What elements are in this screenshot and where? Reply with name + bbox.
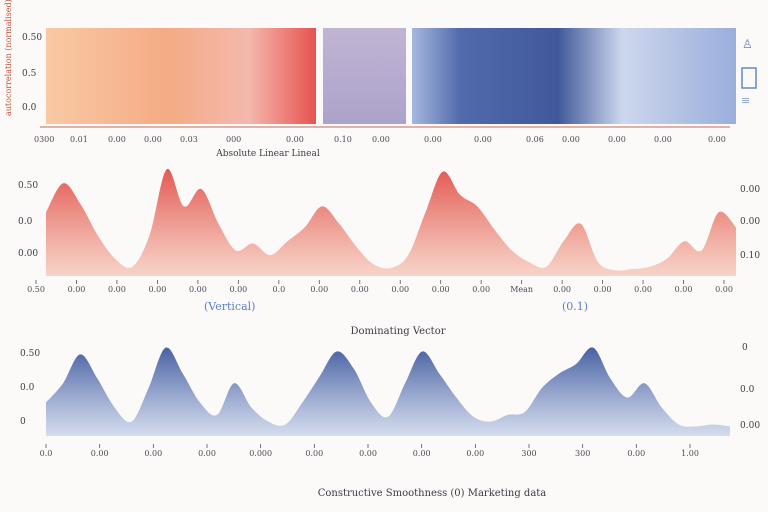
red-x-tick-label: 0.00 — [553, 285, 571, 294]
blue-x-tick-label: 0.000 — [249, 449, 272, 458]
bottom-chart-title: Constructive Smoothness (0) Marketing da… — [318, 488, 547, 499]
blue-x-tick-label: 0.00 — [627, 449, 645, 458]
top-y-tick-3: 0.0 — [22, 103, 37, 113]
red-annotation-2: (0.1) — [562, 300, 588, 313]
red-x-tick-label: 0.00 — [351, 285, 369, 294]
top-x-label: Absolute Linear Lineal — [215, 149, 320, 159]
blue-y-tick-r1: 0 — [742, 343, 748, 353]
top-x-tick-l1: 0.01 — [70, 135, 88, 144]
top-x-tick-l6: 0.00 — [286, 135, 304, 144]
top-x-tick-m0: 0.10 — [334, 135, 352, 144]
red-x-tick-label: 0.00 — [310, 285, 328, 294]
top-x-tick-l3: 0.00 — [144, 135, 162, 144]
blue-area-series — [46, 347, 730, 436]
top-x-tick-l5: 000 — [226, 135, 241, 144]
red-x-tick-label: 0.50 — [27, 285, 45, 294]
top-y-tick-1: 0.50 — [22, 33, 42, 43]
red-x-tick-label: 0.00 — [472, 285, 490, 294]
top-x-tick-r5: 0.00 — [708, 135, 726, 144]
red-x-tick-label: 0.00 — [108, 285, 126, 294]
box-icon — [741, 67, 757, 89]
heat-strip-mauve — [323, 28, 406, 124]
red-y-tick-1: 0.50 — [18, 181, 38, 191]
blue-x-tick-label: 0.00 — [198, 449, 216, 458]
top-x-tick-m1: 0.00 — [372, 135, 390, 144]
legend: ♙ ≡ — [741, 37, 757, 107]
top-x-tick-l0: 0300 — [34, 135, 54, 144]
person-icon: ♙ — [742, 37, 753, 51]
blue-y-tick-1: 0.50 — [20, 349, 40, 359]
blue-x-tick-label: 0.00 — [359, 449, 377, 458]
top-panel: 0.50 0.5 0.0 autocorrelation (normalised… — [4, 0, 757, 159]
blue-x-tick-label: 0.00 — [466, 449, 484, 458]
top-x-tick-m2: 0.00 — [424, 135, 442, 144]
top-x-tick-r0: 0.00 — [474, 135, 492, 144]
blue-x-tick-label: 300 — [521, 449, 536, 458]
blue-y-tick-3: 0 — [20, 417, 26, 427]
top-x-tick-r3: 0.00 — [608, 135, 626, 144]
blue-x-tick-label: 1.00 — [681, 449, 699, 458]
blue-x-tick-label: 0.00 — [305, 449, 323, 458]
red-x-tick-label: Mean — [510, 285, 533, 294]
red-y-tick-r3: 0.10 — [740, 251, 760, 261]
blue-x-tick-label: 0.00 — [413, 449, 431, 458]
red-x-tick-label: 0.00 — [229, 285, 247, 294]
top-x-tick-l4: 0.03 — [180, 135, 198, 144]
chart-blue: 0.50 0.0 0 0 0.0 0.00 0.0 0.00 0.00 0.00 0.0… — [20, 343, 760, 499]
top-x-tick-r4: 0.00 — [654, 135, 672, 144]
red-x-tick-label: 0.00 — [189, 285, 207, 294]
top-y-tick-2: 0.5 — [22, 69, 37, 79]
blue-x-tick-label: 300 — [575, 449, 590, 458]
red-annotation-1: (Vertical) — [204, 300, 255, 313]
blue-x-tick-label: 0.00 — [91, 449, 109, 458]
red-x-tick-label: 0.00 — [432, 285, 450, 294]
blue-x-tick-label: 0.00 — [144, 449, 162, 458]
top-x-tick-l2: 0.00 — [108, 135, 126, 144]
red-x-tick-label: 0.00 — [715, 285, 733, 294]
red-x-tick-label: 0.00 — [594, 285, 612, 294]
red-x-tick-label: 0.00 — [68, 285, 86, 294]
blue-y-tick-r3: 0.00 — [740, 421, 760, 431]
red-y-tick-3: 0.00 — [18, 249, 38, 259]
blue-x-tick-label: 0.0 — [40, 449, 53, 458]
heat-strip-warm — [46, 28, 316, 124]
red-x-tick-label: 0.00 — [391, 285, 409, 294]
red-x-ticks: 0.50 0.00 0.00 0.00 0.00 0.00 0.0 0.00 0.00 0.00 0… — [27, 280, 733, 294]
red-x-tick-label: 0.00 — [149, 285, 167, 294]
top-x-tick-r2: 0.00 — [562, 135, 580, 144]
red-x-tick-label: 0.00 — [675, 285, 693, 294]
top-x-tick-r1: 0.06 — [526, 135, 544, 144]
red-y-tick-2: 0.0 — [18, 217, 33, 227]
red-y-tick-r1: 0.00 — [740, 185, 760, 195]
chart-red: 0.50 0.0 0.00 0.00 0.00 0.10 0.50 0.00 0.0… — [18, 168, 760, 337]
red-x-tick-label: 0.00 — [634, 285, 652, 294]
blue-y-tick-2: 0.0 — [20, 383, 35, 393]
bars-icon: ≡ — [741, 94, 750, 107]
red-x-tick-label: 0.0 — [272, 285, 285, 294]
heat-strip-navy — [412, 28, 736, 124]
blue-x-ticks: 0.0 0.00 0.00 0.00 0.000 0.00 0.00 0.00 0.00 300 3… — [40, 444, 699, 458]
blue-y-tick-r2: 0.0 — [740, 385, 755, 395]
red-y-tick-r2: 0.00 — [740, 217, 760, 227]
red-area-series — [46, 168, 736, 276]
mid-x-label: Dominating Vector — [351, 326, 446, 337]
top-y-axis-label: autocorrelation (normalised) — [4, 0, 13, 116]
